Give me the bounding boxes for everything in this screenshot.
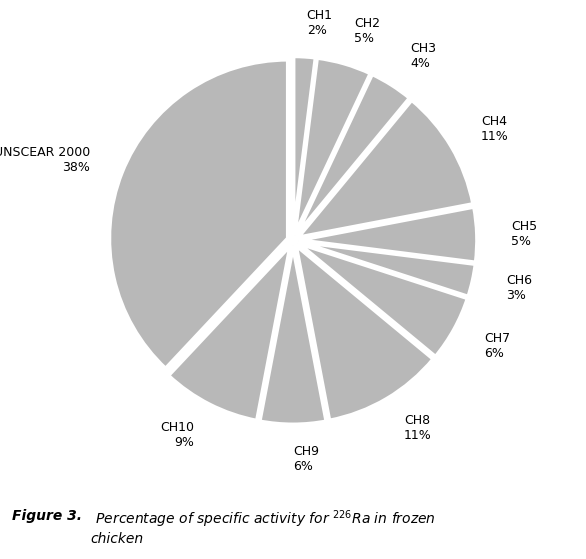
Wedge shape (298, 207, 477, 263)
Text: CH6
3%: CH6 3% (506, 274, 532, 302)
Wedge shape (295, 58, 371, 235)
Text: Percentage of specific activity for $^{226}$Ra in frozen
chicken: Percentage of specific activity for $^{2… (91, 509, 435, 547)
Wedge shape (168, 245, 291, 421)
Wedge shape (296, 245, 434, 421)
Wedge shape (109, 59, 288, 369)
Text: CH9
6%: CH9 6% (293, 444, 319, 472)
Text: CH2
5%: CH2 5% (354, 17, 380, 45)
Text: CH4
11%: CH4 11% (481, 115, 509, 143)
Wedge shape (298, 100, 473, 238)
Text: UNSCEAR 2000
38%: UNSCEAR 2000 38% (0, 146, 90, 174)
Wedge shape (294, 56, 316, 235)
Text: CH5
5%: CH5 5% (511, 220, 537, 248)
Text: CH1
2%: CH1 2% (306, 8, 333, 36)
Wedge shape (296, 74, 410, 236)
Wedge shape (298, 243, 468, 357)
Text: CH7
6%: CH7 6% (484, 331, 510, 359)
Text: CH8
11%: CH8 11% (404, 414, 432, 442)
Text: Figure 3.: Figure 3. (12, 509, 81, 523)
Wedge shape (260, 246, 326, 425)
Text: CH3
4%: CH3 4% (410, 42, 436, 70)
Wedge shape (298, 241, 476, 297)
Text: CH10
9%: CH10 9% (160, 421, 194, 449)
